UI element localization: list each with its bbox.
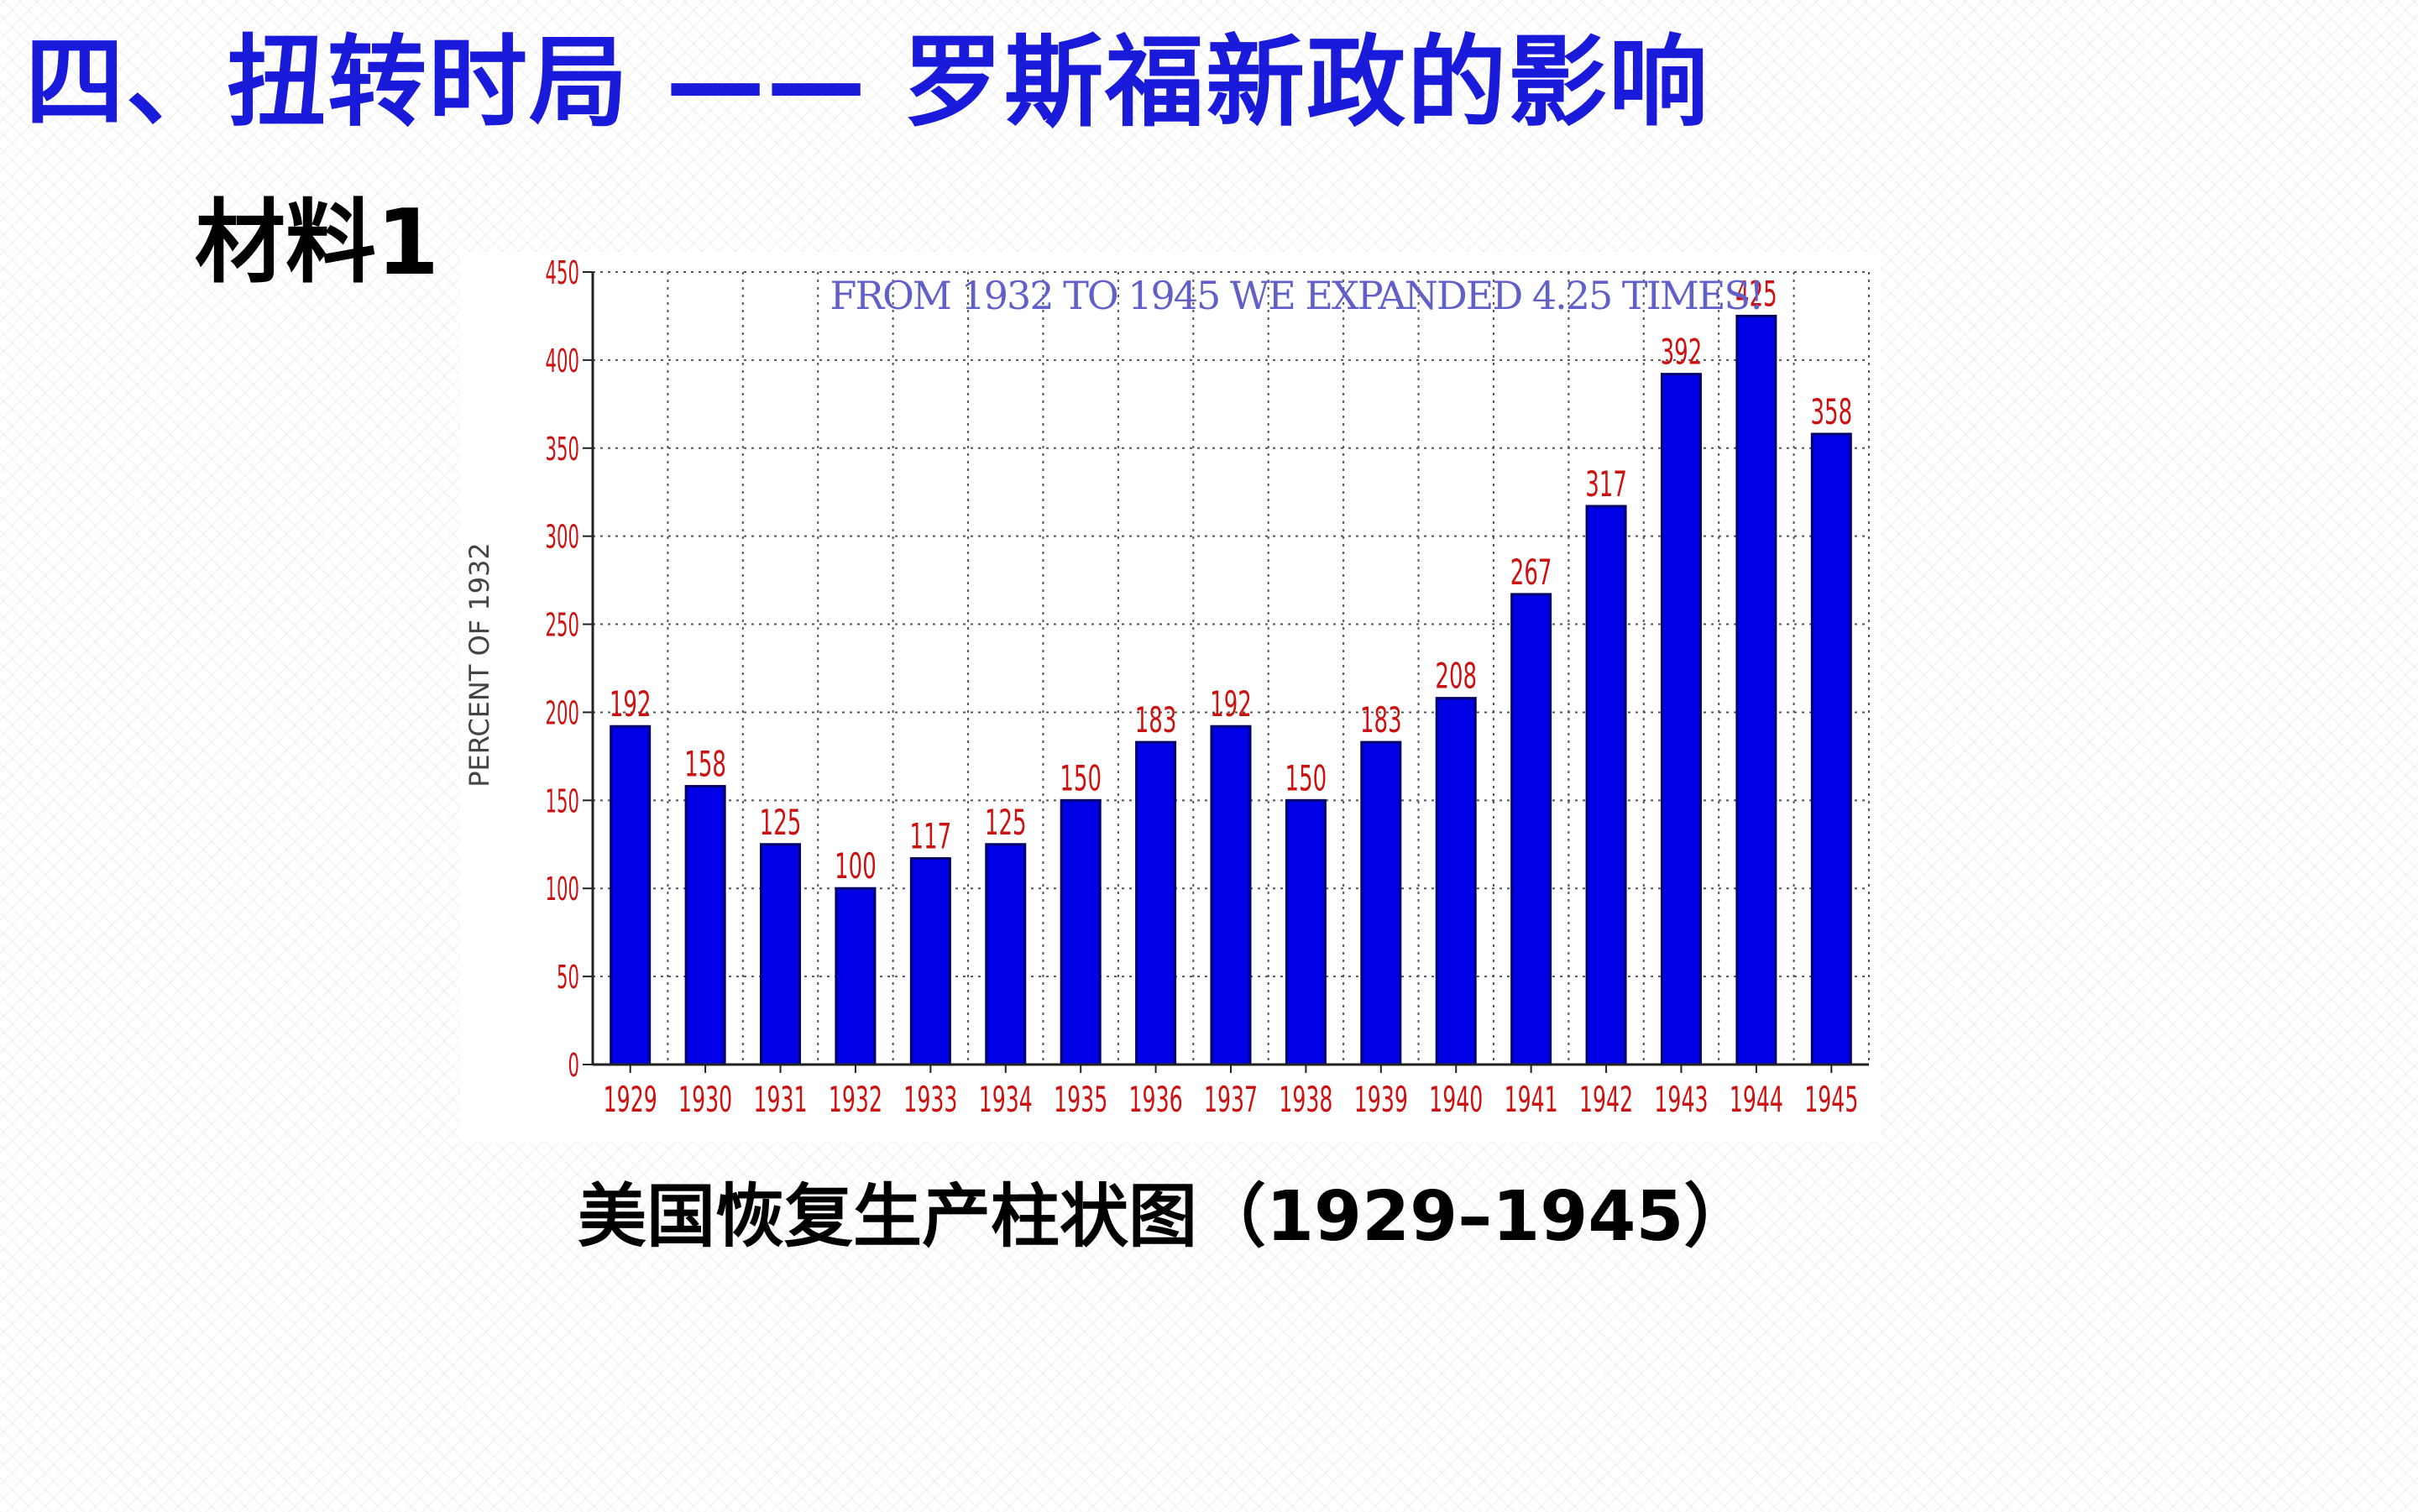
bar-1932 <box>835 887 877 1066</box>
x-tick-label-1943: 1943 <box>1654 1080 1708 1121</box>
bar-layer <box>610 314 1852 1066</box>
y-tick-label: 250 <box>546 608 579 644</box>
label-layer: 192 1929 158 1930 125 1931 100 1932 117 1933 125 19… <box>604 275 1859 1121</box>
value-label-1933: 117 <box>910 817 952 857</box>
bar-1931 <box>760 843 802 1066</box>
bar-1935 <box>1060 798 1102 1066</box>
bar-1934 <box>985 843 1027 1066</box>
x-tick-label-1933: 1933 <box>903 1080 957 1121</box>
bar-1943 <box>1660 373 1702 1066</box>
x-tick-label-1936: 1936 <box>1129 1080 1183 1121</box>
bar-1930 <box>684 785 726 1066</box>
x-tick-label-1935: 1935 <box>1054 1080 1107 1121</box>
chart-caption: 美国恢复生产柱状图（1929–1945） <box>578 1177 1753 1257</box>
value-label-1945: 358 <box>1810 393 1852 433</box>
x-tick-label-1937: 1937 <box>1204 1080 1258 1121</box>
chart-annotation: FROM 1932 TO 1945 WE EXPANDED 4.25 TIMES… <box>830 273 1763 318</box>
bar-1944 <box>1735 314 1777 1066</box>
y-axis-label: PERCENT OF 1932 <box>463 542 495 787</box>
y-tick-label: 400 <box>546 343 579 379</box>
x-tick-label-1941: 1941 <box>1505 1080 1558 1121</box>
y-tick-label: 0 <box>568 1048 579 1084</box>
value-label-1934: 125 <box>985 803 1027 844</box>
value-label-1941: 267 <box>1510 553 1552 594</box>
slide-title: 四、扭转时局 —— 罗斯福新政的影响 <box>25 24 1710 140</box>
x-tick-label-1929: 1929 <box>604 1080 657 1121</box>
y-tick-label: 100 <box>546 872 579 908</box>
value-label-1930: 158 <box>684 745 726 785</box>
x-tick-label-1939: 1939 <box>1354 1080 1408 1121</box>
y-tick-label: 300 <box>546 520 579 556</box>
material-label: 材料1 <box>195 191 440 296</box>
bar-1938 <box>1285 798 1327 1066</box>
bar-1936 <box>1135 740 1177 1066</box>
x-tick-label-1931: 1931 <box>753 1080 807 1121</box>
x-tick-label-1944: 1944 <box>1730 1080 1783 1121</box>
axis-layer: 0 50 100 150 200 250 300 350 400 450 <box>546 255 1869 1085</box>
value-label-1932: 100 <box>835 847 877 887</box>
x-tick-label-1930: 1930 <box>678 1080 732 1121</box>
y-tick-label: 50 <box>557 960 579 996</box>
bar-1942 <box>1585 505 1627 1066</box>
value-label-1929: 192 <box>610 685 652 725</box>
bar-1939 <box>1360 740 1402 1066</box>
value-label-1943: 392 <box>1661 332 1703 373</box>
x-tick-label-1940: 1940 <box>1429 1080 1483 1121</box>
value-label-1936: 183 <box>1135 701 1177 741</box>
bar-1937 <box>1210 725 1252 1066</box>
value-label-1942: 317 <box>1585 465 1627 505</box>
y-tick-label: 350 <box>546 432 579 468</box>
bar-chart: 0 50 100 150 200 250 300 350 400 450 192 1929 158 19… <box>460 252 1881 1142</box>
y-tick-label: 450 <box>546 255 579 291</box>
x-tick-label-1934: 1934 <box>979 1080 1033 1121</box>
x-tick-label-1932: 1932 <box>829 1080 882 1121</box>
value-label-1944: 425 <box>1735 275 1777 315</box>
value-label-1940: 208 <box>1435 657 1477 697</box>
x-tick-label-1942: 1942 <box>1579 1080 1633 1121</box>
bar-1929 <box>610 725 652 1066</box>
value-label-1931: 125 <box>760 803 802 844</box>
x-tick-label-1938: 1938 <box>1279 1080 1332 1121</box>
bar-1941 <box>1510 593 1552 1066</box>
y-tick-label: 200 <box>546 696 579 732</box>
value-label-1935: 150 <box>1060 759 1102 799</box>
value-label-1937: 192 <box>1210 685 1252 725</box>
x-tick-label-1945: 1945 <box>1804 1080 1858 1121</box>
bar-1940 <box>1435 697 1477 1066</box>
grid-layer <box>592 271 1870 1065</box>
value-label-1938: 150 <box>1285 759 1327 799</box>
bar-1945 <box>1810 432 1852 1066</box>
y-tick-label: 150 <box>546 784 579 820</box>
value-label-1939: 183 <box>1360 701 1402 741</box>
bar-1933 <box>909 857 951 1066</box>
